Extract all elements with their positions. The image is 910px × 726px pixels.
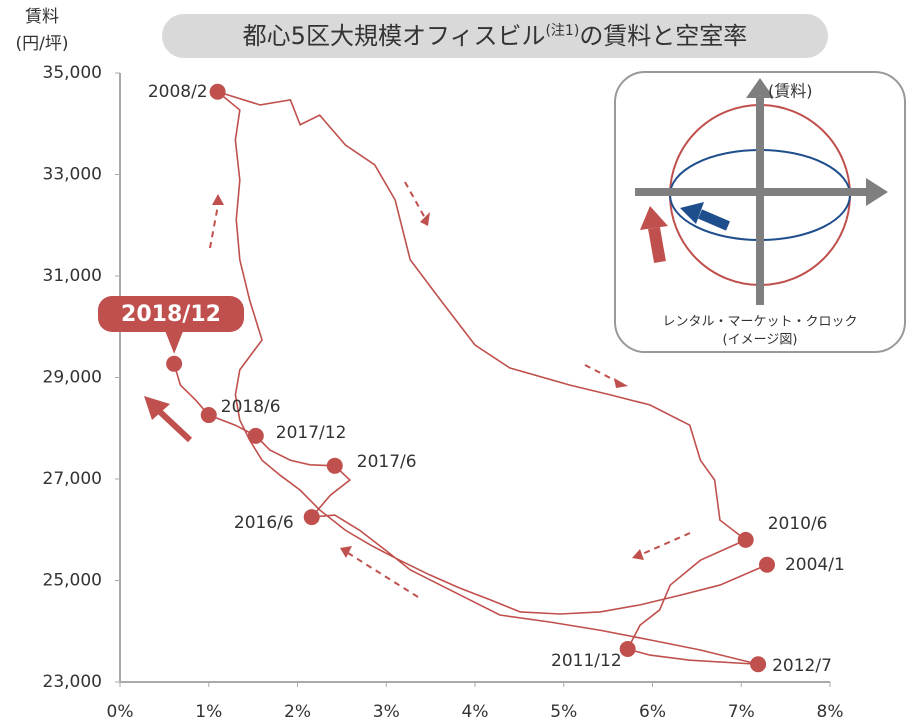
title-box — [162, 14, 828, 58]
x-tick-label: 6% — [639, 702, 666, 722]
y-tick-label: 27,000 — [43, 469, 102, 489]
y-tick-label: 33,000 — [43, 165, 102, 185]
y-axis-label: (円/坪) — [16, 34, 69, 54]
x-tick-label: 5% — [550, 702, 577, 722]
x-tick-label: 3% — [373, 702, 400, 722]
data-point — [326, 457, 343, 474]
point-label: 2012/7 — [772, 656, 832, 676]
axes: 23,000 25,000 27,000 29,000 31,000 33,000 35,0… — [43, 63, 844, 722]
point-label: 2011/12 — [551, 651, 622, 671]
title-end: の賃料と空室率 — [579, 22, 747, 50]
data-point — [247, 427, 264, 444]
data-point — [619, 641, 636, 658]
inset-red-arrow — [648, 226, 666, 264]
chart-title: 都心5区大規模オフィスビル(注1)の賃料と空室率 — [243, 22, 748, 50]
inset-caption: レンタル・マーケット・クロック — [662, 315, 857, 330]
highlight-pointer — [165, 331, 184, 354]
point-label: 2017/12 — [276, 423, 347, 443]
x-tick-label: 1% — [195, 702, 222, 722]
inset-arrow — [866, 178, 888, 206]
highlight-label: 2018/12 — [121, 302, 221, 327]
point-label: 2016/6 — [234, 513, 294, 533]
trend-arrows — [209, 181, 691, 598]
title-note: (注1) — [545, 23, 579, 39]
inset-axis-label: (賃料) — [768, 82, 813, 101]
x-tick-label: 2% — [284, 702, 311, 722]
data-point — [303, 509, 320, 526]
y-tick-label: 25,000 — [43, 571, 102, 591]
data-point — [200, 407, 217, 424]
point-label: 2008/2 — [148, 82, 208, 102]
y-tick-label: 29,000 — [43, 368, 102, 388]
data-point — [209, 83, 226, 100]
title-main: 都心5区大規模オフィスビル — [243, 22, 546, 50]
data-line — [173, 91, 768, 666]
x-tick-label: 0% — [107, 702, 134, 722]
data-point — [758, 556, 775, 573]
inset-caption: (イメージ図) — [723, 333, 798, 348]
data-point — [166, 355, 183, 372]
data-point — [750, 656, 767, 673]
highlight-box — [98, 296, 244, 332]
y-tick-label: 23,000 — [43, 672, 102, 692]
inset: (賃料) レンタル・マーケット・クロック (イメージ図) — [614, 71, 906, 353]
y-axis-label: 賃料 — [25, 7, 59, 27]
inset-red-arrow — [640, 206, 668, 230]
point-label: 2018/6 — [221, 397, 281, 417]
x-tick-label: 7% — [728, 702, 755, 722]
point-label: 2017/6 — [357, 452, 417, 472]
x-tick-label: 8% — [817, 702, 844, 722]
data-point — [737, 531, 754, 548]
y-tick-label: 31,000 — [43, 266, 102, 286]
inset-arrow — [746, 78, 774, 98]
point-label: 2010/6 — [768, 514, 828, 534]
point-label: 2004/1 — [785, 555, 845, 575]
inset-blue-arrow — [698, 209, 730, 231]
arrow-heads — [144, 194, 644, 560]
inset-blue-arrow — [680, 202, 704, 224]
y-tick-label: 35,000 — [43, 63, 102, 83]
x-tick-label: 4% — [462, 702, 489, 722]
